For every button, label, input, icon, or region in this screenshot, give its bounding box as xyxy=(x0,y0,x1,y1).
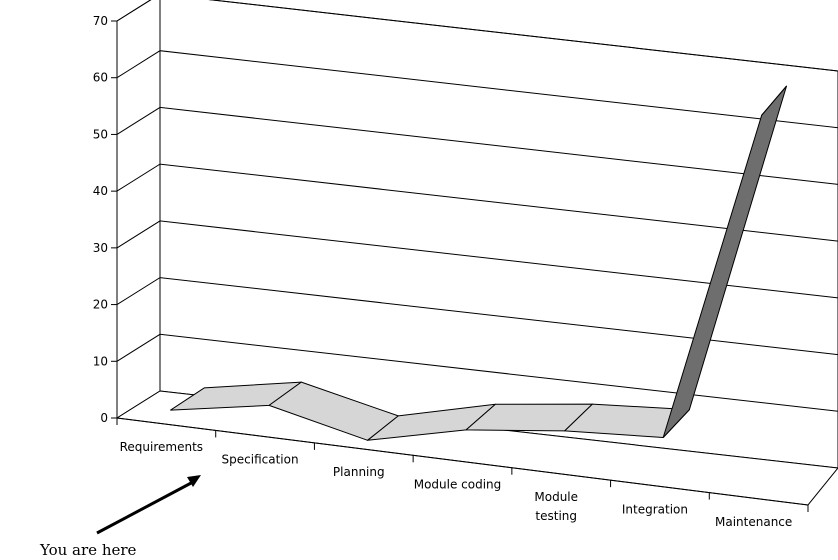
gridline xyxy=(116,163,838,242)
x-tick-label-line: Integration xyxy=(622,502,688,516)
annotation-arrowhead xyxy=(187,475,201,487)
gridline xyxy=(116,0,838,72)
x-tick-label-line: Module xyxy=(534,490,578,504)
x-tick-label: Integration xyxy=(622,502,688,516)
y-tick-label: 40 xyxy=(93,184,108,198)
x-tick-label-line: testing xyxy=(535,509,577,523)
x-axis: Requirements Specification Planning Module … xyxy=(116,417,809,529)
x-tick-label: Specification xyxy=(222,453,299,467)
series-ribbon xyxy=(170,85,787,441)
y-tick-label: 20 xyxy=(93,298,108,312)
y-tick-label: 30 xyxy=(93,241,108,255)
y-tick-label: 50 xyxy=(93,127,108,141)
x-axis-line xyxy=(116,417,809,506)
annotation-text: You are here xyxy=(39,541,137,559)
x-tick-label-line: Specification xyxy=(222,453,299,467)
x-tick-label: Requirements xyxy=(120,440,203,454)
gridline xyxy=(116,220,838,299)
x-tick-label: Module coding xyxy=(414,478,502,492)
y-axis: 0 10 20 30 40 50 60 70 xyxy=(93,14,118,425)
gridline xyxy=(116,50,838,129)
x-tick-label: Maintenance xyxy=(715,515,792,529)
gridline xyxy=(116,333,838,412)
x-tick-label: Planning xyxy=(333,465,385,479)
y-tick-label: 60 xyxy=(93,71,108,85)
y-tick-label: 0 xyxy=(100,411,108,425)
x-tick-label: Module testing xyxy=(534,490,578,523)
annotation-arrow-line xyxy=(96,480,194,535)
y-tick-label: 70 xyxy=(93,14,108,28)
x-tick-label-line: Maintenance xyxy=(715,515,792,529)
ribbon-end-cap xyxy=(761,85,787,116)
x-tick-label-line: Planning xyxy=(333,465,385,479)
side-wall xyxy=(116,0,161,419)
annotation: You are here xyxy=(39,475,201,559)
gridline xyxy=(116,277,838,356)
gridline xyxy=(116,106,838,185)
x-tick-label-line: Module coding xyxy=(414,478,502,492)
x-tick-label-line: Requirements xyxy=(120,440,203,454)
y-tick-label: 10 xyxy=(93,354,108,368)
chart-gridlines xyxy=(116,0,838,412)
chart-walls xyxy=(115,0,838,506)
